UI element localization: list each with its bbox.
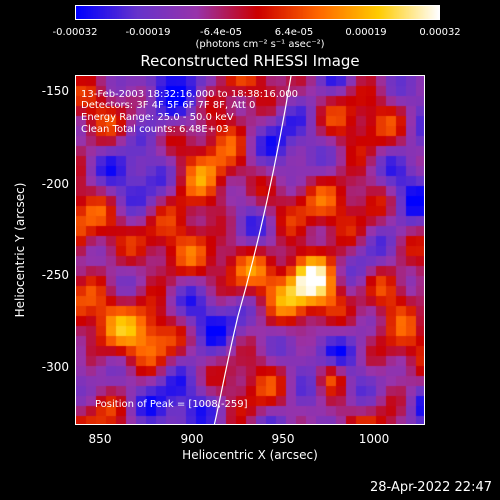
colorbar-tick: -6.4e-05 bbox=[200, 27, 242, 38]
solar-limb-line bbox=[213, 76, 292, 424]
colorbar-gradient bbox=[75, 5, 440, 20]
y-tick-label: -300 bbox=[41, 360, 69, 374]
x-tick-label: 1000 bbox=[358, 432, 390, 446]
colorbar-tick: 6.4e-05 bbox=[274, 27, 314, 38]
x-tick-label: 950 bbox=[271, 432, 295, 446]
colorbar bbox=[75, 5, 440, 20]
x-tick-label: 900 bbox=[180, 432, 204, 446]
colorbar-tick: 0.00019 bbox=[345, 27, 387, 38]
y-tick-label: -250 bbox=[41, 268, 69, 282]
rhessi-image bbox=[76, 76, 424, 424]
time-range-label: 13-Feb-2003 18:32:16.000 to 18:38:16.000 bbox=[81, 89, 299, 100]
y-axis-label: Heliocentric Y (arcsec) bbox=[13, 182, 27, 318]
solar-limb-overlay bbox=[213, 76, 292, 424]
x-axis-label: Heliocentric X (arcsec) bbox=[182, 448, 318, 462]
colorbar-tick: -0.00032 bbox=[52, 27, 98, 38]
plot-title: Reconstructed RHESSI Image bbox=[140, 52, 360, 70]
peak-position-label: Position of Peak = [1008,-259] bbox=[95, 399, 248, 410]
y-tick-label: -200 bbox=[41, 177, 69, 191]
clean-counts-label: Clean Total counts: 6.48E+03 bbox=[81, 124, 229, 135]
colorbar-tick: -0.00019 bbox=[125, 27, 171, 38]
x-tick-label: 850 bbox=[88, 432, 112, 446]
colorbar-tick: 0.00032 bbox=[419, 27, 461, 38]
solar-image-plot: 13-Feb-2003 18:32:16.000 to 18:38:16.000… bbox=[75, 75, 425, 425]
y-tick-label: -150 bbox=[41, 84, 69, 98]
colorbar-unit: (photons cm⁻² s⁻¹ asec⁻²) bbox=[195, 39, 325, 50]
energy-range-label: Energy Range: 25.0 - 50.0 keV bbox=[81, 112, 234, 123]
detectors-label: Detectors: 3F 4F 5F 6F 7F 8F, Att 0 bbox=[81, 100, 256, 111]
timestamp: 28-Apr-2022 22:47 bbox=[370, 480, 492, 495]
